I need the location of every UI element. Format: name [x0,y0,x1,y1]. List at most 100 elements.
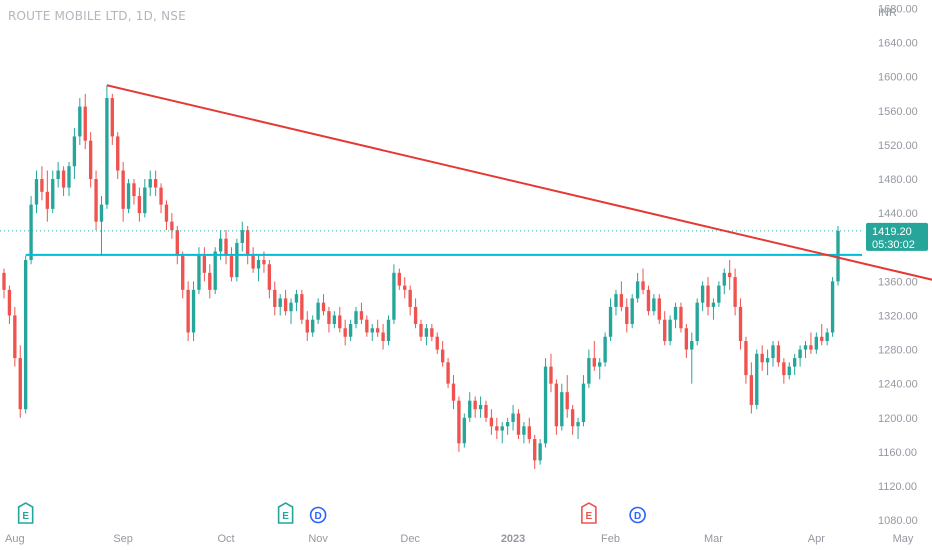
candle-body [646,289,651,312]
event-marker-e[interactable]: E [277,502,294,524]
candle [289,298,293,324]
candle-body [803,345,808,350]
candle-body [554,383,559,427]
candle-body [527,426,531,440]
candle [478,396,483,418]
candle [657,294,661,324]
candle-body [473,400,477,410]
candle [522,422,526,444]
candle-body [267,264,272,290]
candle-body [181,255,185,290]
candle-body [294,294,299,303]
candle [40,166,44,201]
candle [359,302,364,324]
event-marker-e[interactable]: E [17,502,34,524]
candle [803,341,808,359]
candle-body [614,294,618,307]
dividend-icon [309,506,327,524]
candle [45,170,50,222]
candle [495,417,499,440]
candle [457,396,461,452]
time-tick-label: Feb [601,533,620,545]
candle-body [836,230,840,282]
candle-body [110,98,114,137]
candle-body [121,170,125,209]
candle [83,93,87,150]
candle [646,285,651,316]
candle [229,247,234,282]
candle [164,200,169,231]
candle [527,417,531,444]
candle-body [625,306,629,324]
candle [132,179,136,205]
candle [181,251,185,299]
candle-body [191,289,196,333]
candle-body [218,238,223,252]
candle [413,298,418,329]
candle-body [792,358,797,367]
candle [408,285,412,316]
candle [733,268,737,316]
candle [430,323,434,342]
candle-body [679,306,683,329]
price-tick-label: 1320.00 [878,310,918,322]
earnings-icon [17,502,34,524]
candles-layer [2,85,840,469]
candle [462,413,467,448]
candle [830,277,835,337]
candle [159,183,163,214]
candle [343,319,347,346]
candle-body [635,281,640,299]
candle [316,298,320,324]
drawings-layer [0,84,932,288]
candle-body [419,323,423,337]
candle-body [782,362,786,376]
candle [29,196,33,265]
time-tick-label: Sep [113,533,133,545]
candle-body [186,289,190,333]
candle-body [408,289,412,307]
event-marker-d[interactable]: D [309,506,327,524]
event-marker-d[interactable]: D [629,506,646,524]
candle-body [159,187,163,205]
candle [500,422,504,444]
candle-body [359,311,364,320]
candle-body [153,179,158,188]
candle-body [722,272,726,286]
candle [235,238,239,282]
candle [440,341,445,367]
candle-body [500,426,504,431]
time-tick-label: Mar [704,533,723,545]
candle-body [40,179,44,192]
event-marker-e[interactable]: E [581,502,597,524]
candle-body [543,366,548,444]
candle [137,187,142,222]
candle-body [489,417,494,427]
candle-body [820,336,824,342]
candle-body [484,404,488,418]
candle-body [435,336,439,350]
candle-body [516,413,521,435]
candle-body [365,319,369,333]
price-axis[interactable]: INR 1080.00 1120.00 1160.00 1200.00 1240.00 1… [878,4,918,528]
candle-body [814,336,819,350]
candle [370,323,374,342]
candle-body [430,328,434,337]
candle [224,230,228,265]
candle-body [170,221,174,231]
candle [511,404,515,431]
candle-body [749,375,754,405]
time-axis[interactable]: Aug Sep Oct Nov Dec 2023 Feb Mar Apr May [5,533,914,545]
candle-body [88,140,93,180]
candle [744,336,748,384]
candle [679,302,683,333]
candle [630,294,634,329]
candle [641,268,645,295]
descending-resistance[interactable] [106,84,932,288]
candle [690,332,694,384]
earnings-icon-letter: E [586,511,593,522]
candle [446,358,450,388]
candle-body [300,294,304,320]
candle-body [235,242,239,278]
